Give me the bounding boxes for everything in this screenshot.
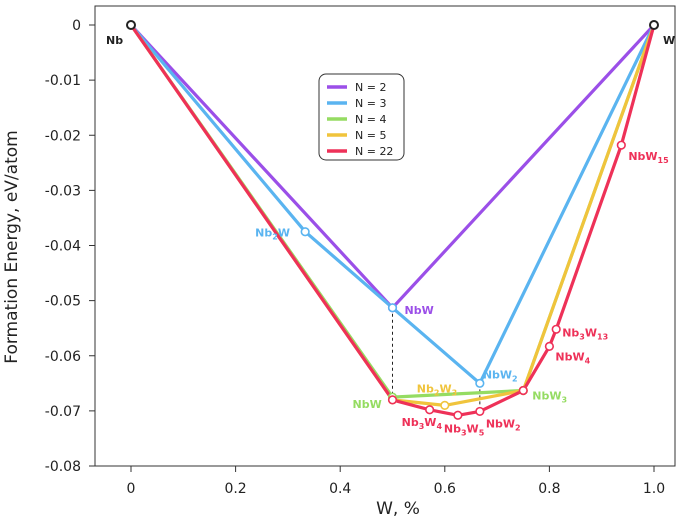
legend-entry: N = 2 bbox=[355, 81, 386, 94]
data-point bbox=[475, 378, 485, 388]
point-label: NbW bbox=[353, 398, 382, 411]
point-label: NbW bbox=[405, 304, 434, 317]
series-line-n2 bbox=[129, 23, 656, 310]
x-tick-label: 0.4 bbox=[329, 481, 351, 497]
legend-entry: N = 4 bbox=[355, 113, 386, 126]
data-point bbox=[425, 405, 435, 415]
point-label: Nb bbox=[106, 34, 123, 47]
point-label: Nb3W4 bbox=[402, 416, 443, 431]
x-tick-label: 0 bbox=[127, 481, 136, 497]
data-point bbox=[387, 395, 398, 405]
y-tick-label: -0.03 bbox=[45, 183, 81, 199]
y-tick-label: -0.01 bbox=[45, 73, 81, 89]
data-point bbox=[453, 410, 463, 420]
legend: N = 2 N = 3 N = 4 N = 5 N = 22 bbox=[318, 73, 405, 161]
x-tick-label: 0.2 bbox=[224, 481, 246, 497]
legend-entry: N = 3 bbox=[355, 97, 386, 110]
point-label: Nb2W bbox=[255, 227, 290, 242]
axes: 0 0.2 0.4 0.6 0.8 1.0 0 -0.01 -0.02 -0.03 -0.04 -0.… bbox=[45, 5, 676, 497]
y-tick-label: -0.07 bbox=[45, 404, 81, 420]
point-label: Nb3W5 bbox=[444, 422, 485, 437]
data-point bbox=[544, 341, 555, 351]
legend-box bbox=[318, 73, 405, 161]
y-tick-label: -0.06 bbox=[45, 349, 81, 365]
data-point bbox=[440, 400, 450, 410]
x-tick-label: 0.6 bbox=[434, 481, 456, 497]
point-label: NbW4 bbox=[555, 350, 590, 365]
series-line-n22 bbox=[129, 24, 656, 417]
endpoint-marker bbox=[649, 20, 659, 30]
y-axis-title: Formation Energy, eV/atom bbox=[2, 130, 22, 363]
data-point bbox=[616, 140, 626, 150]
point-label: Nb2W3 bbox=[417, 382, 457, 397]
legend-entry: N = 22 bbox=[355, 145, 393, 158]
data-point bbox=[300, 227, 310, 237]
legend-entry: N = 5 bbox=[355, 129, 386, 142]
data-point bbox=[518, 385, 528, 396]
point-label: NbW3 bbox=[532, 389, 567, 404]
x-axis-title: W, % bbox=[376, 499, 420, 519]
endpoint-marker bbox=[126, 20, 136, 30]
y-tick-label: -0.05 bbox=[45, 294, 81, 310]
data-point bbox=[387, 303, 398, 313]
y-tick-label: 0 bbox=[72, 18, 81, 34]
data-points bbox=[126, 20, 659, 420]
data-point bbox=[475, 406, 485, 417]
point-label: NbW2 bbox=[483, 368, 518, 383]
y-tick-label: -0.08 bbox=[45, 459, 81, 475]
point-label: Nb3W13 bbox=[562, 326, 608, 341]
x-tick-label: 1.0 bbox=[643, 481, 665, 497]
plot-frame bbox=[94, 5, 676, 467]
point-label: NbW2 bbox=[486, 417, 521, 432]
y-tick-label: -0.04 bbox=[45, 239, 81, 255]
x-tick-label: 0.8 bbox=[538, 481, 560, 497]
point-label: W bbox=[663, 34, 675, 47]
data-point bbox=[551, 324, 561, 334]
y-tick-label: -0.02 bbox=[45, 128, 81, 144]
point-label: NbW15 bbox=[628, 150, 669, 165]
